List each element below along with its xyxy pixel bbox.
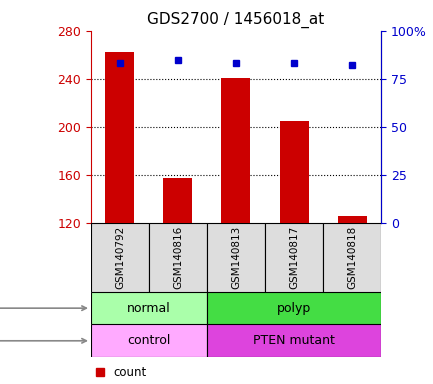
Text: GSM140813: GSM140813	[231, 226, 241, 289]
Bar	[149, 223, 207, 292]
Text: GSM140792: GSM140792	[115, 226, 125, 289]
Bar	[164, 178, 192, 223]
Text: control: control	[127, 334, 171, 347]
Title: GDS2700 / 1456018_at: GDS2700 / 1456018_at	[147, 12, 325, 28]
Bar	[91, 223, 149, 292]
Bar	[91, 324, 207, 357]
Bar	[323, 223, 381, 292]
Bar	[106, 52, 135, 223]
Text: polyp: polyp	[277, 302, 311, 314]
Text: count: count	[113, 366, 146, 379]
Bar	[91, 292, 207, 324]
Bar	[222, 78, 250, 223]
Bar	[280, 121, 309, 223]
Text: GSM140817: GSM140817	[289, 226, 299, 289]
Bar	[338, 215, 366, 223]
Text: normal: normal	[127, 302, 171, 314]
Bar	[207, 324, 381, 357]
Bar	[207, 292, 381, 324]
Text: disease state: disease state	[0, 303, 86, 313]
Bar	[265, 223, 323, 292]
Text: PTEN mutant: PTEN mutant	[253, 334, 335, 347]
Text: GSM140816: GSM140816	[173, 226, 183, 289]
Text: GSM140818: GSM140818	[347, 226, 357, 289]
Text: genotype/variation: genotype/variation	[0, 336, 86, 346]
Bar	[207, 223, 265, 292]
